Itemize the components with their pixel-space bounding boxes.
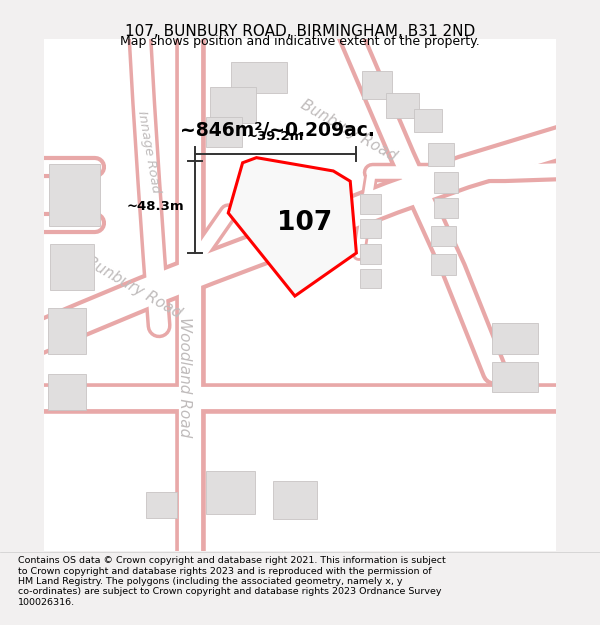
Bar [360,219,382,238]
Bar [434,172,458,192]
Text: Bunbury Road: Bunbury Road [83,254,184,321]
Text: Contains OS data © Crown copyright and database right 2021. This information is : Contains OS data © Crown copyright and d… [18,556,446,607]
Text: ~48.3m: ~48.3m [127,201,185,213]
Bar [49,164,100,226]
Text: Map shows position and indicative extent of the property.: Map shows position and indicative extent… [120,35,480,48]
Bar [47,374,86,410]
Bar [434,198,458,218]
Bar [231,62,287,92]
Polygon shape [228,158,356,296]
Bar [492,362,538,392]
Bar [360,194,382,214]
Bar [47,308,86,354]
Bar [146,492,177,518]
Text: ~846m²/~0.209ac.: ~846m²/~0.209ac. [179,121,374,141]
Text: 107: 107 [277,210,333,236]
Text: Innage Road: Innage Road [135,109,163,194]
Bar [206,117,242,148]
Bar [206,471,255,514]
Bar [360,244,382,264]
Bar [431,226,457,246]
Text: ~39.2m: ~39.2m [247,130,304,143]
Bar [50,244,94,290]
Bar [428,142,454,166]
Bar [360,269,382,288]
Bar [361,71,392,99]
Bar [414,109,442,132]
Bar [492,323,538,354]
Text: 107, BUNBURY ROAD, BIRMINGHAM, B31 2ND: 107, BUNBURY ROAD, BIRMINGHAM, B31 2ND [125,24,475,39]
Bar [211,88,256,123]
Bar [273,481,317,519]
Bar [431,254,457,274]
Text: Bunbury Road: Bunbury Road [298,98,399,164]
Bar [386,92,419,118]
Text: Woodland Road: Woodland Road [177,317,192,437]
